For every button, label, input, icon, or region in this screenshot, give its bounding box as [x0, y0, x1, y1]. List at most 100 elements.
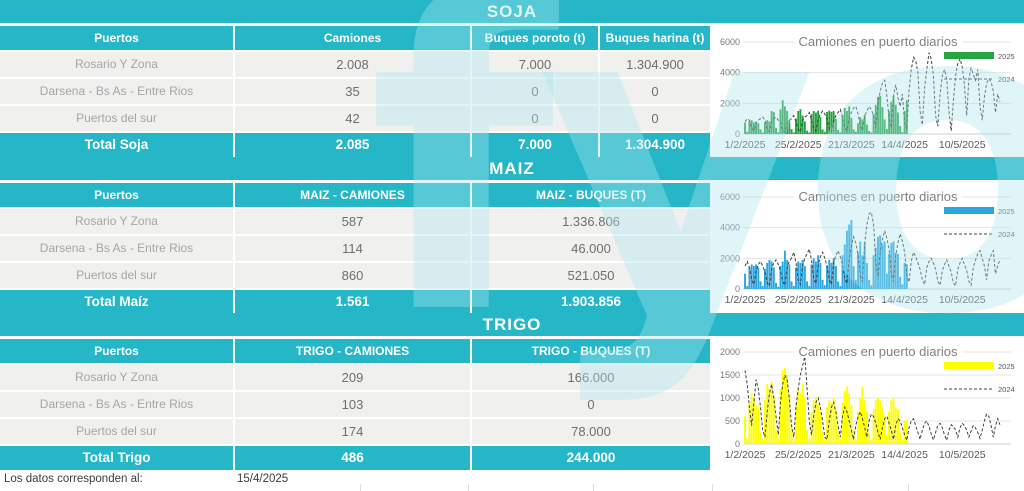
svg-text:6000: 6000: [720, 192, 740, 202]
svg-text:2024: 2024: [998, 75, 1015, 84]
svg-text:10/5/2025: 10/5/2025: [939, 294, 986, 306]
divider-tick: [712, 484, 713, 491]
cell-value: 42: [235, 106, 470, 131]
total-value: 1.304.900: [600, 133, 710, 157]
svg-text:1/2/2025: 1/2/2025: [725, 294, 766, 306]
cell-value: 0: [600, 79, 710, 104]
table-soja: Puertos Camiones Buques poroto (t) Buque…: [0, 26, 710, 157]
svg-text:25/2/2025: 25/2/2025: [775, 139, 822, 151]
chart-soja-camiones-svg: 0 2000 4000 6000 1/2/2025 25/2/2025 21/3/2025 1…: [720, 34, 1015, 151]
svg-text:4000: 4000: [720, 223, 740, 233]
chart-maiz-camiones-svg: 0 2000 4000 6000 1/2/2025 25/2/2025 21/3/2025 1…: [720, 189, 1015, 306]
cell-value: 1.304.900: [600, 52, 710, 77]
svg-text:0: 0: [735, 284, 740, 294]
cell-value: 860: [235, 263, 470, 288]
svg-text:0: 0: [735, 439, 740, 449]
svg-text:10/5/2025: 10/5/2025: [939, 449, 986, 461]
cell-value: 209: [235, 365, 470, 390]
section-title-maiz: MAIZ: [0, 157, 1024, 180]
svg-text:500: 500: [725, 416, 740, 426]
svg-text:14/4/2025: 14/4/2025: [881, 449, 928, 461]
cell-value: 1.336.806: [472, 209, 710, 234]
cell-value: 166.000: [472, 365, 710, 390]
svg-text:2025: 2025: [998, 362, 1015, 371]
section-soja: SOJA Puertos Camiones Buques poroto (t) …: [0, 0, 1024, 157]
port-label: Darsena - Bs As - Entre Rios: [0, 79, 233, 104]
column-header: TRIGO - BUQUES (T): [472, 339, 710, 363]
cell-value: 46.000: [472, 236, 710, 261]
section-title-trigo: TRIGO: [0, 313, 1024, 336]
svg-text:2000: 2000: [720, 347, 740, 357]
svg-text:14/4/2025: 14/4/2025: [881, 139, 928, 151]
column-header: Buques harina (t): [600, 26, 710, 50]
cell-value: 35: [235, 79, 470, 104]
svg-text:25/2/2025: 25/2/2025: [775, 294, 822, 306]
total-label: Total Maíz: [0, 290, 233, 314]
column-header: TRIGO - CAMIONES: [235, 339, 470, 363]
divider-tick: [468, 484, 469, 491]
port-label: Puertos del sur: [0, 419, 233, 444]
svg-text:2024: 2024: [998, 230, 1015, 239]
cell-value: 0: [472, 392, 710, 417]
svg-text:1/2/2025: 1/2/2025: [725, 449, 766, 461]
column-header: Buques poroto (t): [472, 26, 598, 50]
column-header: Puertos: [0, 26, 233, 50]
footer-date: 15/4/2025: [237, 473, 289, 485]
section-title-soja: SOJA: [0, 0, 1024, 23]
cell-value: 2.008: [235, 52, 470, 77]
cell-value: 103: [235, 392, 470, 417]
svg-text:1500: 1500: [720, 370, 740, 380]
total-label: Total Trigo: [0, 446, 233, 470]
total-value: 244.000: [472, 446, 710, 470]
cell-value: 114: [235, 236, 470, 261]
port-label: Rosario Y Zona: [0, 209, 233, 234]
column-header: Camiones: [235, 26, 470, 50]
cell-value: 7.000: [472, 52, 598, 77]
port-label: Rosario Y Zona: [0, 365, 233, 390]
svg-text:14/4/2025: 14/4/2025: [881, 294, 928, 306]
divider-tick: [360, 484, 361, 491]
svg-text:Camiones en puerto diarios: Camiones en puerto diarios: [799, 189, 958, 204]
svg-text:1/2/2025: 1/2/2025: [725, 139, 766, 151]
port-label: Darsena - Bs As - Entre Rios: [0, 392, 233, 417]
table-maiz: Puertos MAIZ - CAMIONES MAIZ - BUQUES (T…: [0, 183, 710, 314]
svg-text:21/3/2025: 21/3/2025: [828, 449, 875, 461]
divider-tick: [908, 484, 909, 491]
svg-text:4000: 4000: [720, 68, 740, 78]
footer-label: Los datos corresponden al:: [4, 473, 143, 485]
svg-text:2025: 2025: [998, 207, 1015, 216]
total-value: 1.903.856: [472, 290, 710, 314]
column-header: Puertos: [0, 339, 233, 363]
total-value: 7.000: [472, 133, 598, 157]
cell-value: 587: [235, 209, 470, 234]
chart-soja-camiones: 0 2000 4000 6000 1/2/2025 25/2/2025 21/3/2025 1…: [712, 22, 1022, 158]
section-trigo: TRIGO Puertos TRIGO - CAMIONES TRIGO - B…: [0, 313, 1024, 470]
svg-text:1000: 1000: [720, 393, 740, 403]
cell-value: 0: [472, 79, 598, 104]
svg-text:6000: 6000: [720, 37, 740, 47]
port-label: Rosario Y Zona: [0, 52, 233, 77]
total-label: Total Soja: [0, 133, 233, 157]
svg-text:21/3/2025: 21/3/2025: [828, 139, 875, 151]
total-value: 1.561: [235, 290, 470, 314]
port-label: Darsena - Bs As - Entre Rios: [0, 236, 233, 261]
chart-trigo-camiones: 0 500 1000 1500 2000 1/2/2025 25/2/2025 21/3/20…: [712, 332, 1022, 468]
divider-tick: [593, 484, 594, 491]
port-label: Puertos del sur: [0, 106, 233, 131]
svg-text:Camiones en puerto diarios: Camiones en puerto diarios: [799, 34, 958, 49]
port-label: Puertos del sur: [0, 263, 233, 288]
column-header: MAIZ - CAMIONES: [235, 183, 470, 207]
column-header: MAIZ - BUQUES (T): [472, 183, 710, 207]
cell-value: 0: [472, 106, 598, 131]
cell-value: 521.050: [472, 263, 710, 288]
svg-text:Camiones en puerto diarios: Camiones en puerto diarios: [799, 344, 958, 359]
chart-maiz-camiones: 0 2000 4000 6000 1/2/2025 25/2/2025 21/3/2025 1…: [712, 177, 1022, 313]
total-value: 2.085: [235, 133, 470, 157]
svg-text:2024: 2024: [998, 385, 1015, 394]
cell-value: 0: [600, 106, 710, 131]
svg-text:2000: 2000: [720, 253, 740, 263]
section-maiz: MAIZ Puertos MAIZ - CAMIONES MAIZ - BUQU…: [0, 157, 1024, 314]
cell-value: 174: [235, 419, 470, 444]
chart-trigo-camiones-svg: 0 500 1000 1500 2000 1/2/2025 25/2/2025 21/3/20…: [720, 344, 1015, 461]
